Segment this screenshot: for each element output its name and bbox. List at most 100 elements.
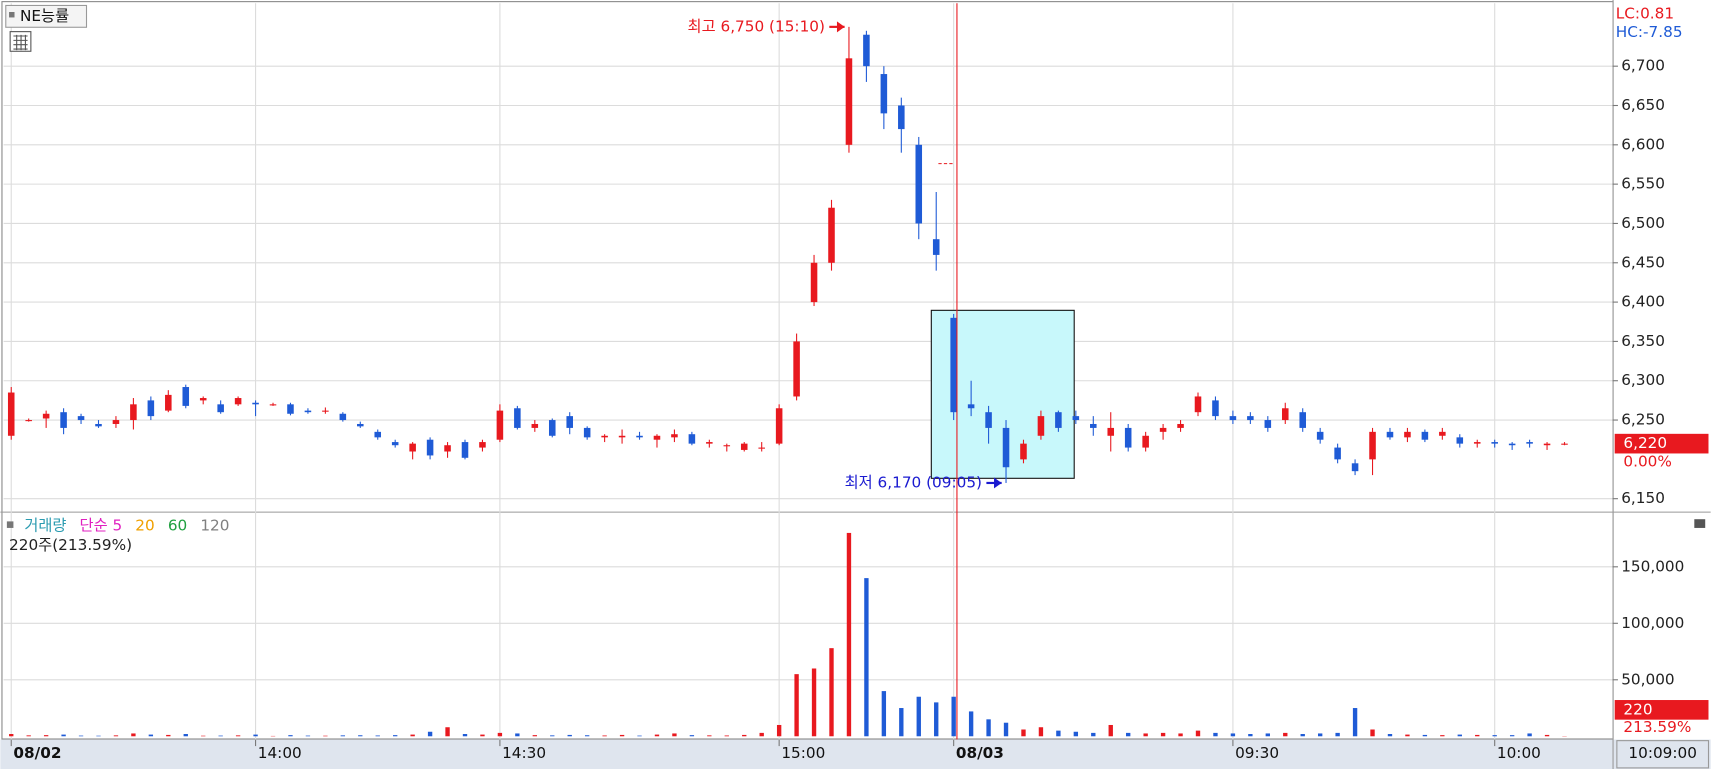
volume-bar xyxy=(1126,732,1131,737)
volume-bar xyxy=(776,724,782,737)
candle-body xyxy=(25,420,32,422)
candle-body xyxy=(601,435,608,438)
x-tick-label: 14:30 xyxy=(502,744,546,762)
volume-bar xyxy=(742,734,747,737)
volume-bar xyxy=(166,734,171,737)
candle-body xyxy=(479,442,486,448)
volume-bar xyxy=(183,734,188,737)
candle-body xyxy=(1090,423,1097,428)
cursor-time: 10:09:00 xyxy=(1628,744,1697,762)
volume-bar xyxy=(393,735,398,737)
candle-body xyxy=(199,398,207,401)
volume-bar xyxy=(323,735,328,737)
volume-bar xyxy=(1230,733,1236,737)
volume-bar xyxy=(934,702,939,737)
last-volume-box xyxy=(1614,700,1709,720)
y-tick-label: 50,000 xyxy=(1621,670,1674,688)
volume-bar xyxy=(1317,733,1323,737)
candle-body xyxy=(7,392,15,436)
candle-body xyxy=(1194,396,1202,413)
candle-body xyxy=(95,423,102,427)
volume-bar xyxy=(794,674,799,737)
candle-body xyxy=(793,341,800,397)
candle-body xyxy=(322,410,329,412)
candle-body xyxy=(775,408,783,444)
volume-bar xyxy=(1003,722,1009,737)
legend-entry: 거래량 xyxy=(24,516,66,534)
volume-bar xyxy=(1335,732,1340,737)
candle-body xyxy=(706,442,713,444)
volume-bar xyxy=(1265,733,1270,737)
panel-button[interactable] xyxy=(1694,519,1706,528)
candle-body xyxy=(1002,427,1010,468)
volume-bar xyxy=(61,734,66,737)
candle-body xyxy=(985,412,992,428)
candle-body xyxy=(1404,431,1411,438)
volume-bar xyxy=(113,735,119,737)
candle-body xyxy=(1229,416,1237,421)
volume-bar xyxy=(759,732,764,737)
candle-body xyxy=(636,435,643,438)
volume-bar xyxy=(131,733,136,737)
volume-bar xyxy=(78,735,84,737)
volume-bar xyxy=(1021,729,1026,737)
candle-body xyxy=(496,410,504,440)
candle-body xyxy=(1037,416,1045,436)
candle-body xyxy=(1526,442,1533,444)
last-volume: 220 xyxy=(1623,700,1652,718)
legend-entry: 20 xyxy=(135,516,154,534)
volume-bar xyxy=(1387,734,1393,737)
x-axis-strip xyxy=(0,739,1711,769)
candle-body xyxy=(653,435,661,440)
volume-bar xyxy=(26,735,31,737)
volume-bar xyxy=(201,735,206,737)
volume-bar xyxy=(288,735,293,737)
candle-body xyxy=(880,74,888,114)
volume-bar xyxy=(1038,727,1044,737)
candle-body xyxy=(1561,443,1568,445)
volume-bar xyxy=(1248,734,1253,737)
candle-body xyxy=(1421,431,1429,440)
volume-subtitle: 220주(213.59%) xyxy=(9,536,132,554)
y-tick-label: 6,350 xyxy=(1621,332,1665,350)
candle-body xyxy=(60,412,67,428)
candle-body xyxy=(514,408,521,428)
x-tick-label: 14:00 xyxy=(258,744,302,762)
volume-bar xyxy=(1475,734,1480,737)
volume-bar xyxy=(253,734,258,737)
candle-body xyxy=(234,398,242,405)
volume-bar xyxy=(445,727,450,737)
candle-body xyxy=(1159,427,1167,432)
symbol-box[interactable] xyxy=(5,4,88,28)
candle-body xyxy=(391,442,399,446)
volume-bar xyxy=(1056,730,1061,737)
candle-body xyxy=(723,445,731,447)
y-tick-label: 6,150 xyxy=(1621,489,1665,507)
candle-body xyxy=(740,443,748,450)
candle-body xyxy=(967,404,975,409)
volume-bar xyxy=(602,735,607,737)
candle-body xyxy=(1369,431,1376,460)
candle-body xyxy=(531,423,539,428)
symbol-name: NE능률 xyxy=(20,7,69,25)
candle-body xyxy=(42,413,50,419)
volume-bar xyxy=(1457,734,1462,737)
candle-body xyxy=(566,416,573,428)
candle-body xyxy=(1508,443,1516,446)
volume-bar xyxy=(148,734,154,737)
volume-bar xyxy=(1283,732,1288,737)
y-tick-label: 6,400 xyxy=(1621,293,1665,311)
last-price-box xyxy=(1614,433,1709,454)
table-icon xyxy=(13,34,28,51)
symbol-icon xyxy=(9,11,15,18)
volume-bar xyxy=(1178,733,1183,737)
volume-bar xyxy=(619,734,625,737)
candle-body xyxy=(1142,435,1149,448)
x-tick-label: 08/02 xyxy=(13,744,61,762)
y-tick-label: 6,650 xyxy=(1621,96,1665,114)
marks-layer xyxy=(7,26,1568,737)
volume-bar xyxy=(637,735,642,737)
annotation-arrowhead xyxy=(994,477,1002,489)
